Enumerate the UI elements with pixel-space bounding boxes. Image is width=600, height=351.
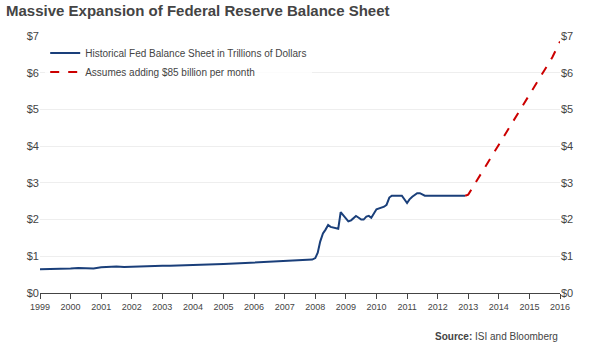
svg-text:2016: 2016 — [550, 302, 570, 312]
svg-text:2009: 2009 — [336, 302, 356, 312]
svg-text:2012: 2012 — [428, 302, 448, 312]
svg-text:$0: $0 — [27, 287, 39, 299]
svg-text:2013: 2013 — [458, 302, 478, 312]
svg-text:$1: $1 — [561, 250, 573, 262]
svg-text:$7: $7 — [561, 30, 573, 42]
svg-text:$5: $5 — [561, 103, 573, 115]
svg-text:2011: 2011 — [397, 302, 416, 312]
svg-text:$6: $6 — [27, 67, 39, 79]
svg-text:$0: $0 — [561, 287, 573, 299]
svg-text:2010: 2010 — [366, 302, 386, 312]
svg-text:2005: 2005 — [214, 302, 234, 312]
svg-text:$4: $4 — [27, 140, 39, 152]
svg-text:2008: 2008 — [305, 302, 325, 312]
svg-text:2003: 2003 — [152, 302, 172, 312]
svg-text:2004: 2004 — [183, 302, 203, 312]
svg-text:Source: ISI and Bloomberg: Source: ISI and Bloomberg — [435, 331, 558, 342]
svg-text:$6: $6 — [561, 67, 573, 79]
svg-text:2001: 2001 — [91, 302, 111, 312]
svg-text:Assumes adding $85 billion per: Assumes adding $85 billion per month — [85, 67, 255, 78]
svg-text:1999: 1999 — [30, 302, 50, 312]
svg-text:$2: $2 — [27, 213, 39, 225]
svg-text:$7: $7 — [27, 30, 39, 42]
svg-text:2007: 2007 — [275, 302, 295, 312]
svg-text:2015: 2015 — [519, 302, 539, 312]
svg-text:2014: 2014 — [489, 302, 509, 312]
svg-text:Massive Expansion of Federal R: Massive Expansion of Federal Reserve Bal… — [6, 2, 390, 19]
svg-text:Historical Fed Balance Sheet i: Historical Fed Balance Sheet in Trillion… — [85, 48, 306, 59]
svg-text:$2: $2 — [561, 213, 573, 225]
svg-text:$1: $1 — [27, 250, 39, 262]
svg-text:$3: $3 — [561, 177, 573, 189]
svg-text:$5: $5 — [27, 103, 39, 115]
svg-text:2006: 2006 — [244, 302, 264, 312]
svg-text:2000: 2000 — [61, 302, 81, 312]
svg-text:$4: $4 — [561, 140, 573, 152]
svg-text:$3: $3 — [27, 177, 39, 189]
svg-text:2002: 2002 — [122, 302, 142, 312]
